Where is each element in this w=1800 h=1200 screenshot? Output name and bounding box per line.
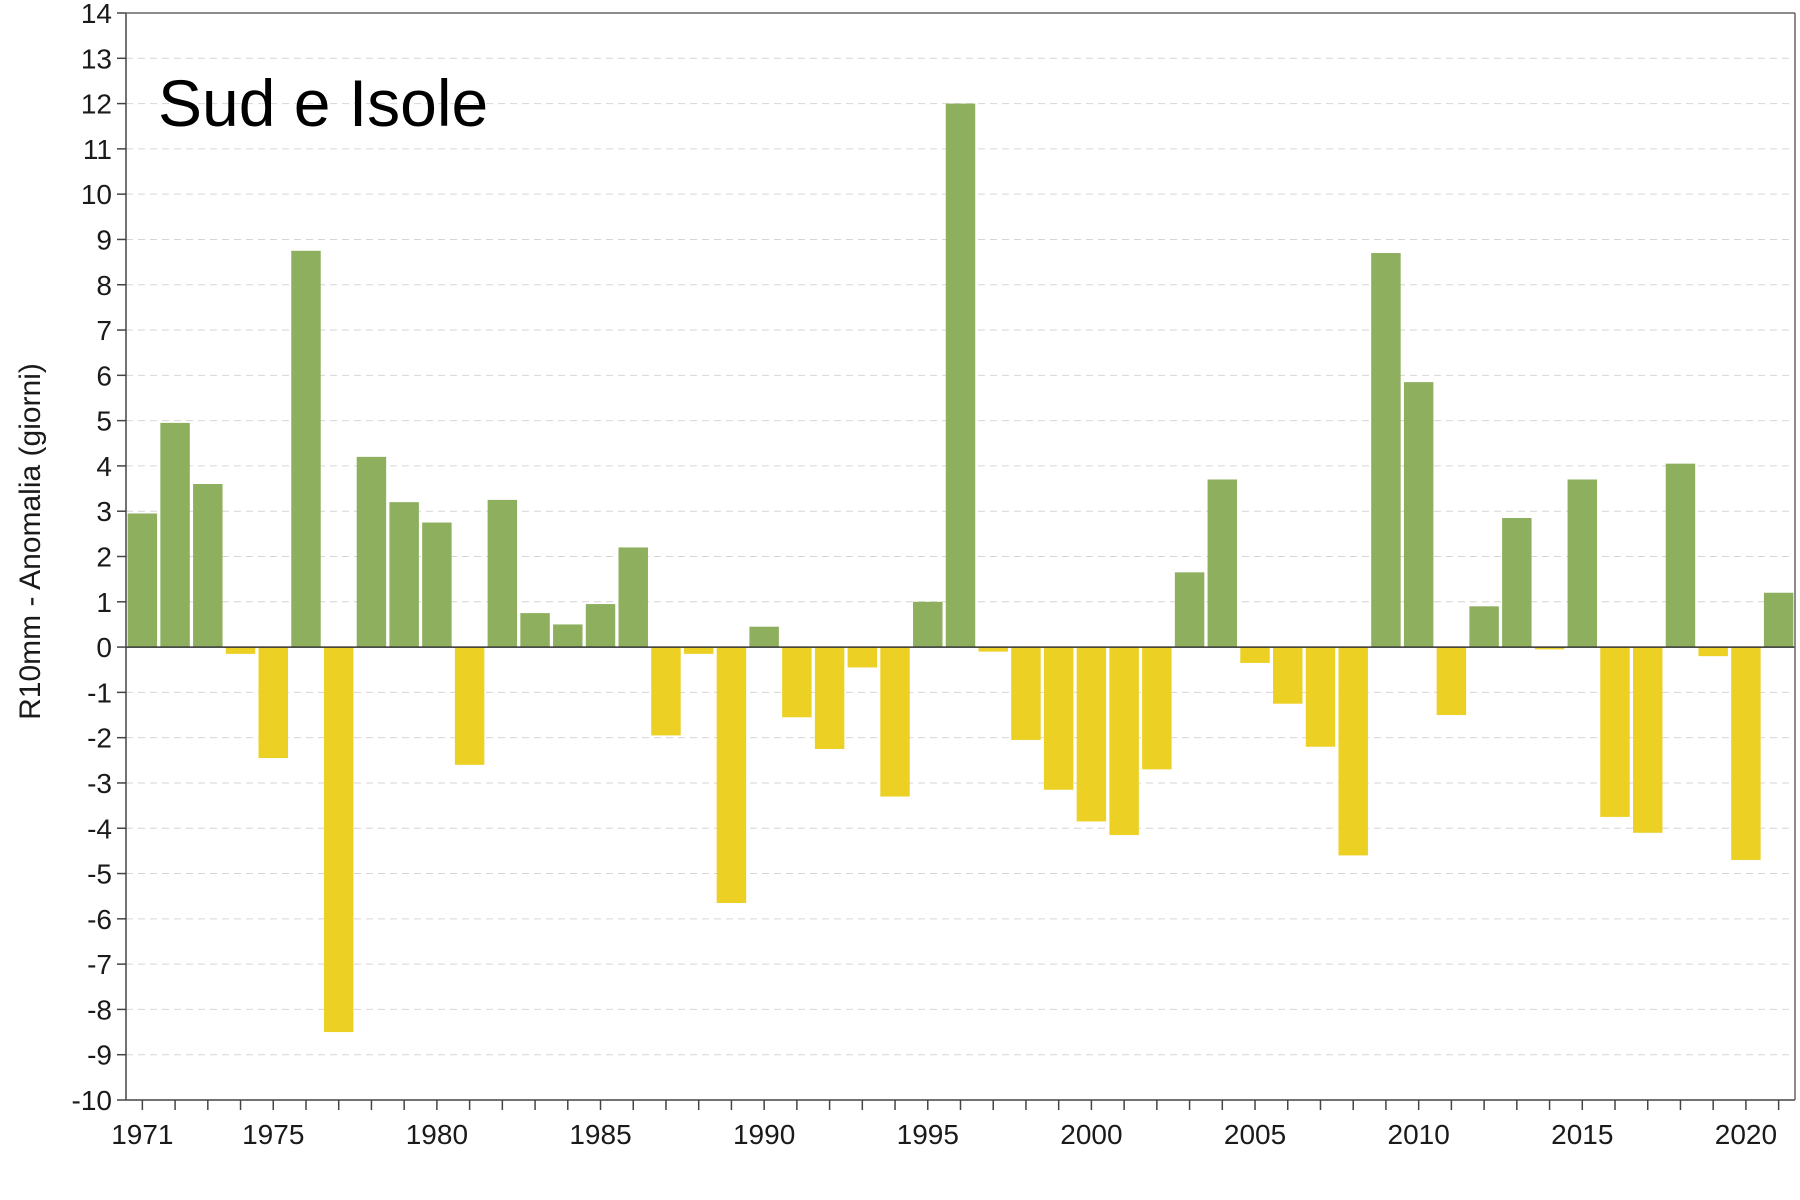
bar-1986 <box>618 547 648 648</box>
bar-1974 <box>225 647 256 654</box>
y-tick-label: -1 <box>87 677 112 708</box>
bar-1990 <box>749 626 779 648</box>
bar-2010 <box>1403 382 1434 648</box>
x-tick-label: 1975 <box>242 1119 304 1150</box>
x-tick-label: 1990 <box>733 1119 795 1150</box>
x-tick-label: 2005 <box>1224 1119 1286 1150</box>
bar-2015 <box>1567 479 1598 648</box>
bar-2016 <box>1600 647 1630 817</box>
bar-1980 <box>422 522 452 648</box>
bar-1993 <box>847 647 878 668</box>
bar-1976 <box>291 250 321 648</box>
bar-1999 <box>1043 647 1074 790</box>
bar-2014 <box>1534 647 1565 650</box>
x-tick-label: 2015 <box>1551 1119 1613 1150</box>
y-tick-label: 1 <box>96 587 112 618</box>
x-tick-label: 2010 <box>1388 1119 1450 1150</box>
bar-2003 <box>1174 572 1205 648</box>
y-tick-label: 11 <box>83 134 112 165</box>
bar-1979 <box>389 502 419 648</box>
bar-2021 <box>1763 592 1794 648</box>
bar-2009 <box>1371 253 1401 648</box>
bar-1983 <box>520 613 550 648</box>
bar-1981 <box>454 647 485 765</box>
y-tick-label: -3 <box>87 768 112 799</box>
bar-1982 <box>487 499 518 648</box>
y-tick-label: 10 <box>81 179 112 210</box>
chart-title: Sud e Isole <box>158 66 488 140</box>
bar-2011 <box>1436 647 1467 716</box>
y-tick-label: -4 <box>87 813 112 844</box>
y-tick-label: 2 <box>96 542 112 573</box>
bar-2018 <box>1665 463 1696 648</box>
y-tick-label: 8 <box>96 270 112 301</box>
y-tick-label: 12 <box>81 89 112 120</box>
bar-2020 <box>1731 647 1761 860</box>
bar-1989 <box>716 647 747 903</box>
bar-2005 <box>1240 647 1270 663</box>
y-tick-label: 7 <box>96 315 112 346</box>
bar-1996 <box>945 103 976 648</box>
bar-2012 <box>1469 606 1499 648</box>
bar-1992 <box>814 647 845 749</box>
y-tick-label: -10 <box>72 1085 112 1116</box>
bar-series <box>127 103 1794 1033</box>
bar-1988 <box>683 647 714 654</box>
y-tick-label: 6 <box>96 360 112 391</box>
bar-2006 <box>1273 647 1303 704</box>
bar-1991 <box>782 647 812 718</box>
bar-1997 <box>978 647 1008 652</box>
y-tick-label: -2 <box>87 723 112 754</box>
bar-2000 <box>1076 647 1107 822</box>
bar-1985 <box>585 604 616 648</box>
x-tick-label: 1980 <box>406 1119 468 1150</box>
y-tick-label: 14 <box>81 0 112 29</box>
y-tick-label: 4 <box>96 451 112 482</box>
bar-2017 <box>1633 647 1663 833</box>
y-tick-label: -9 <box>87 1040 112 1071</box>
bar-2002 <box>1142 647 1172 770</box>
bar-1971 <box>127 513 158 648</box>
bar-2019 <box>1698 647 1728 657</box>
y-tick-label: 9 <box>96 224 112 255</box>
bar-1984 <box>553 624 583 648</box>
y-tick-label: -6 <box>87 904 112 935</box>
bar-2001 <box>1109 647 1139 836</box>
y-tick-label: -7 <box>87 949 112 980</box>
y-tick-label: 0 <box>96 632 112 663</box>
y-tick-label: -8 <box>87 994 112 1025</box>
bar-1998 <box>1011 647 1041 740</box>
x-tick-label: 1995 <box>897 1119 959 1150</box>
y-axis-label: R10mm - Anomalia (giorni) <box>14 363 47 720</box>
bar-2007 <box>1305 647 1336 747</box>
y-tick-label: 5 <box>96 406 112 437</box>
x-tick-label: 1985 <box>569 1119 631 1150</box>
bar-2008 <box>1338 647 1368 856</box>
bar-1987 <box>651 647 681 736</box>
bar-1995 <box>913 601 943 648</box>
x-tick-label: 1971 <box>111 1119 173 1150</box>
bar-1975 <box>258 647 288 759</box>
x-tick-label: 2000 <box>1060 1119 1122 1150</box>
x-tick-label: 2020 <box>1715 1119 1777 1150</box>
bar-1972 <box>160 422 190 648</box>
y-tick-label: 3 <box>96 496 112 527</box>
y-tick-label: 13 <box>81 43 112 74</box>
bar-1977 <box>323 647 354 1033</box>
x-axis-ticks: 1971 1975 1980 1985 1990 1995 2000 2005 2010 2015… <box>111 1100 1780 1150</box>
y-axis-ticks: -10-9-8-7-6-5-4-3-2-10123456789101112131… <box>72 0 126 1116</box>
bar-1994 <box>880 647 910 797</box>
bar-1978 <box>356 456 387 648</box>
bar-2004 <box>1207 479 1238 648</box>
y-tick-label: -5 <box>87 859 112 890</box>
bar-1973 <box>193 484 223 648</box>
bar-2013 <box>1502 518 1532 648</box>
